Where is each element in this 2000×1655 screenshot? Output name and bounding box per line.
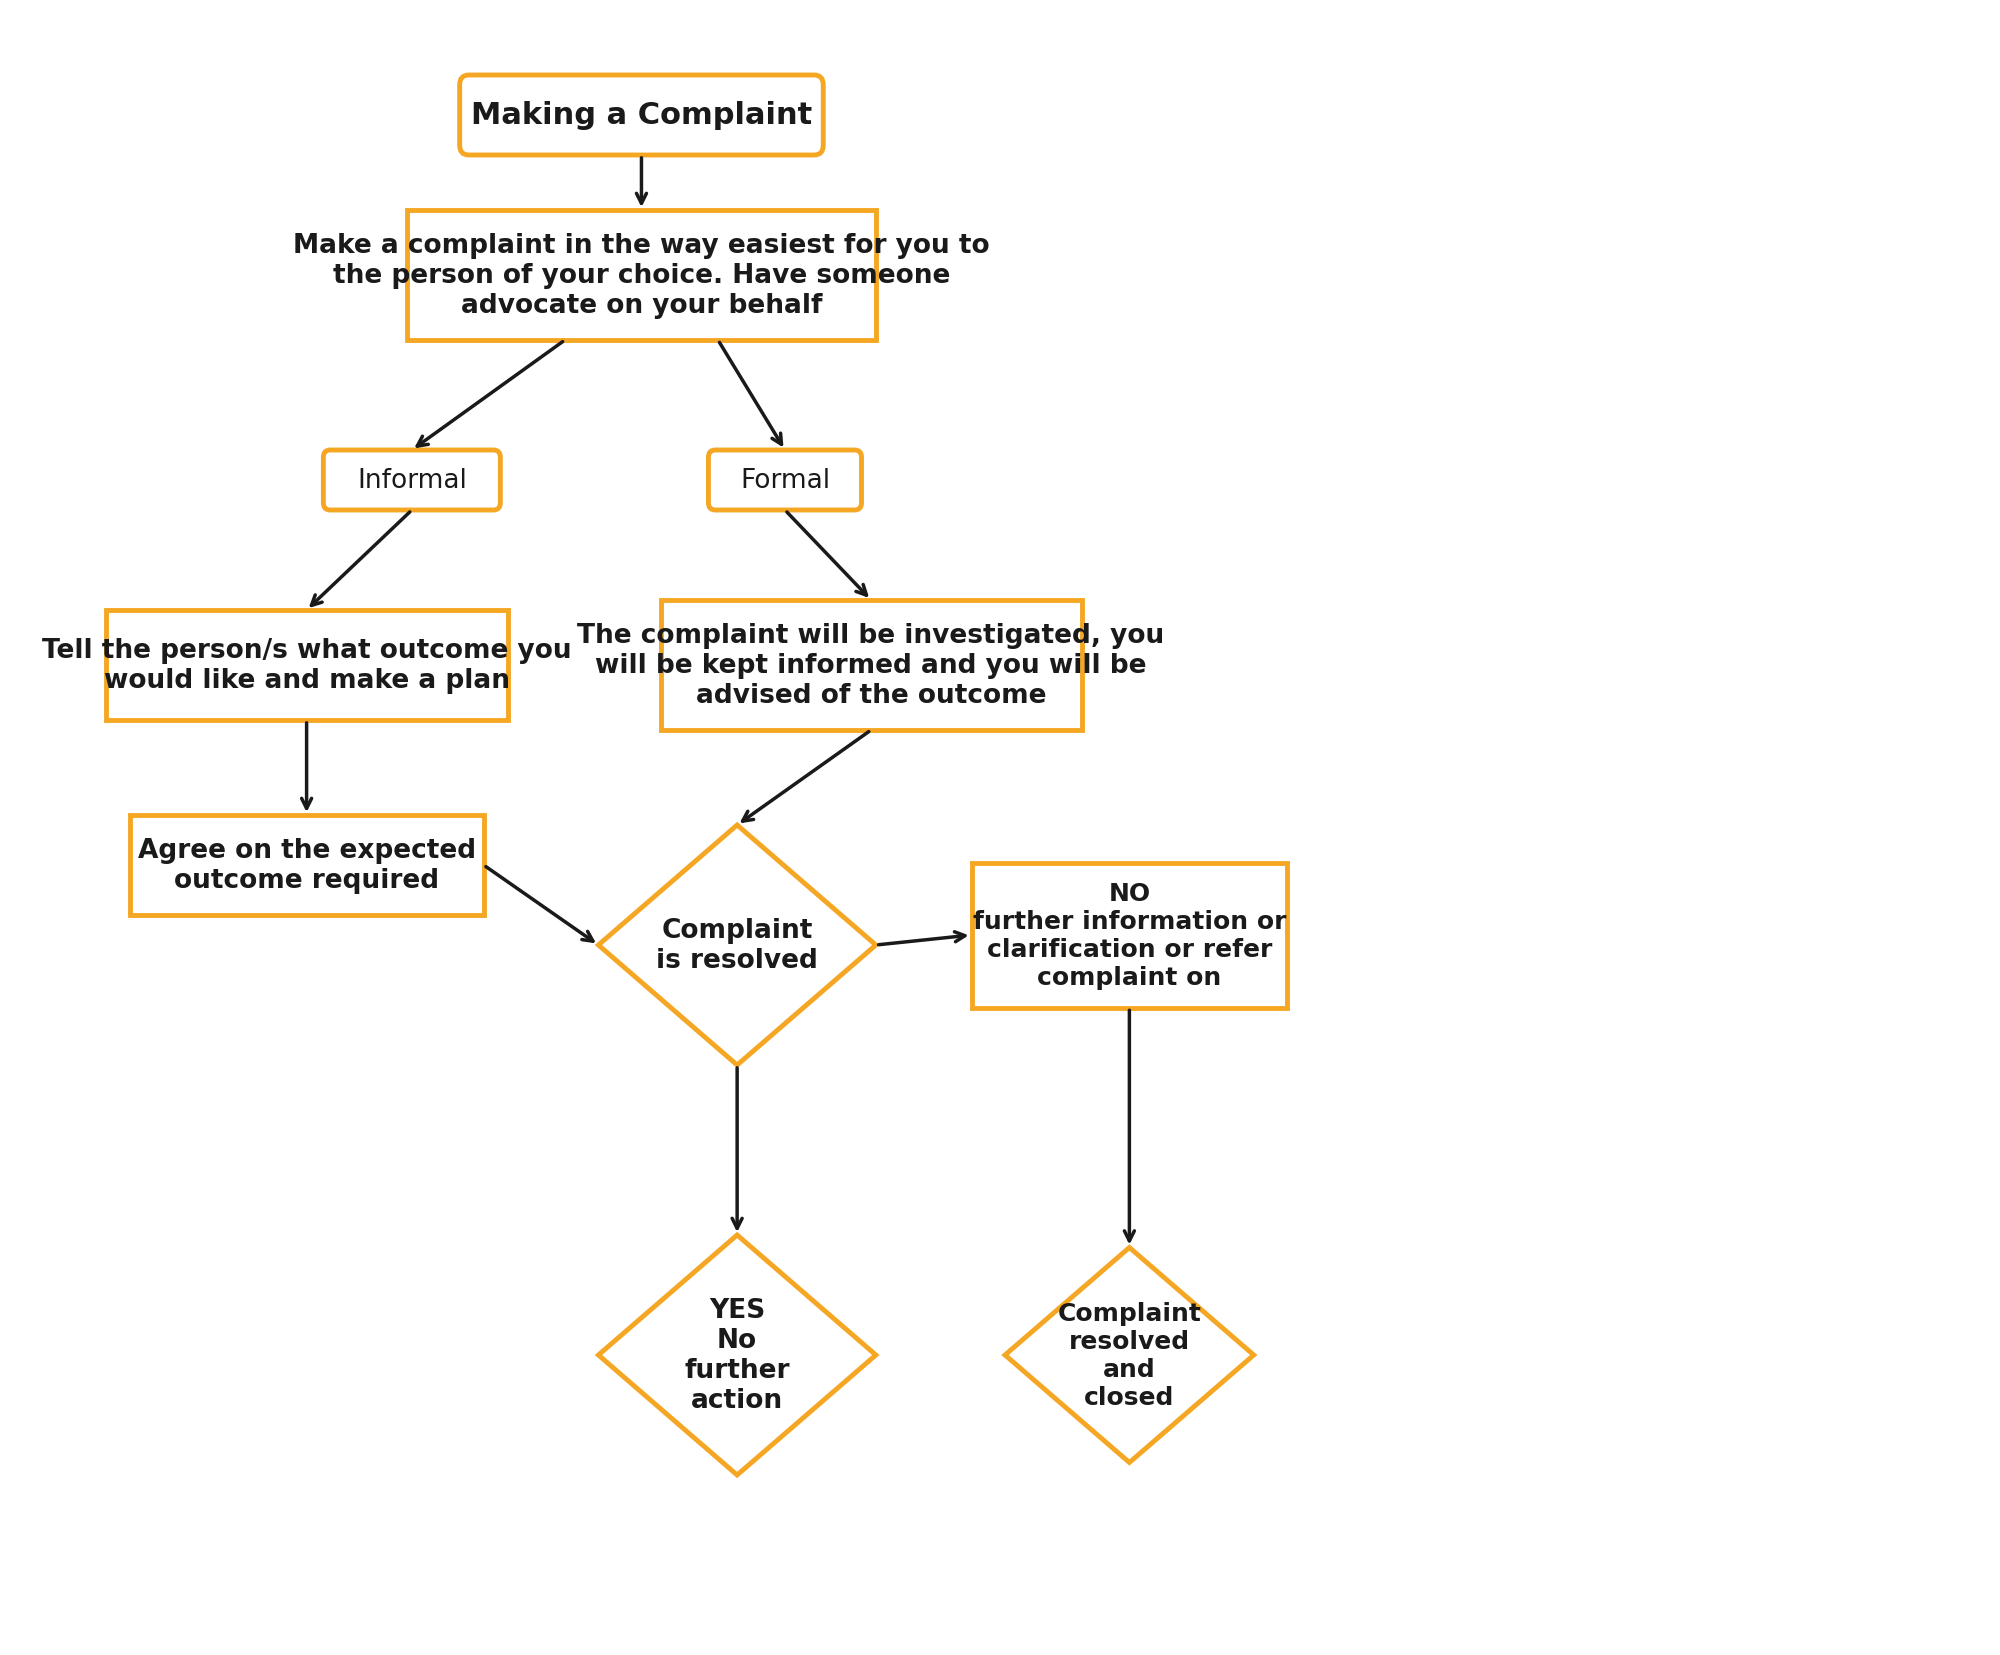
FancyBboxPatch shape	[460, 76, 824, 156]
Text: Agree on the expected
outcome required: Agree on the expected outcome required	[138, 837, 476, 894]
Text: Complaint
is resolved: Complaint is resolved	[656, 917, 818, 973]
Text: NO
further information or
clarification or refer
complaint on: NO further information or clarification …	[972, 882, 1286, 990]
FancyBboxPatch shape	[708, 450, 862, 511]
Text: Informal: Informal	[356, 468, 466, 493]
Bar	[130, 816, 484, 915]
Bar	[408, 210, 876, 341]
Text: Tell the person/s what outcome you
would like and make a plan: Tell the person/s what outcome you would…	[42, 637, 572, 693]
Polygon shape	[1006, 1248, 1254, 1463]
Text: Making a Complaint: Making a Complaint	[470, 101, 812, 131]
Bar	[106, 611, 508, 720]
Text: Complaint
resolved
and
closed: Complaint resolved and closed	[1058, 1301, 1202, 1408]
Polygon shape	[598, 1235, 876, 1475]
Text: YES
No
further
action: YES No further action	[684, 1298, 790, 1413]
Text: Make a complaint in the way easiest for you to
the person of your choice. Have s: Make a complaint in the way easiest for …	[294, 233, 990, 319]
Bar	[660, 601, 1082, 730]
Text: Formal: Formal	[740, 468, 830, 493]
Bar	[972, 862, 1288, 1008]
FancyBboxPatch shape	[324, 450, 500, 511]
Polygon shape	[598, 826, 876, 1066]
Text: The complaint will be investigated, you
will be kept informed and you will be
ad: The complaint will be investigated, you …	[578, 622, 1164, 708]
